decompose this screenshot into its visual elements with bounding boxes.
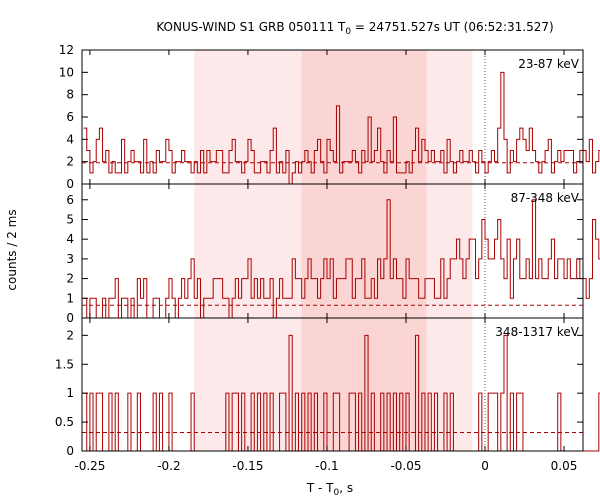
y-tick-label: 4	[66, 132, 74, 146]
y-axis-title: counts / 2 ms	[5, 209, 19, 290]
y-tick-label: 3	[66, 252, 74, 266]
y-tick-label: 0	[66, 444, 74, 458]
band-label: 348-1317 keV	[495, 325, 579, 339]
x-tick-label: -0.05	[390, 459, 421, 473]
y-tick-label: 1	[66, 386, 74, 400]
band-label: 23-87 keV	[518, 57, 580, 71]
x-tick-label: -0.1	[315, 459, 338, 473]
panel-1: 0 2 4 6 8 10 12 23-87 keV	[59, 43, 600, 191]
dark-region	[301, 318, 427, 451]
band-label: 87-348 keV	[511, 191, 580, 205]
counts-series	[83, 71, 600, 185]
y-tick-label: 0	[66, 177, 74, 191]
y-tick-label: 2	[66, 155, 74, 169]
y-tick-label: 8	[66, 88, 74, 102]
y-tick-label: 10	[59, 65, 74, 79]
dark-region	[301, 50, 427, 184]
x-tick-label: 0	[481, 459, 489, 473]
y-tick-label: 2	[66, 272, 74, 286]
y-tick-label: 0.5	[55, 415, 74, 429]
y-tick-label: 4	[66, 232, 74, 246]
y-tick-label: 1.5	[55, 357, 74, 371]
y-tick-label: 1	[66, 291, 74, 305]
x-tick-label: -0.15	[232, 459, 263, 473]
y-tick-label: 6	[66, 110, 74, 124]
counts-series	[83, 199, 600, 319]
x-tick-label: -0.2	[157, 459, 180, 473]
x-tick-label: -0.25	[74, 459, 105, 473]
y-tick-label: 6	[66, 193, 74, 207]
y-tick-label: 12	[59, 43, 74, 57]
panel-frame	[81, 317, 584, 452]
panel-3: 0 0.5 1 1.5 2 348-1317 keV -0.25 -0.2 -0.15 -0.1 -…	[55, 317, 600, 473]
y-tick-label: 2	[66, 328, 74, 342]
panel-2: 0 1 2 3 4 5 6 87-348 keV	[66, 183, 600, 325]
y-tick-label: 5	[66, 212, 74, 226]
x-axis-title: T - T0, s	[306, 481, 353, 498]
chart-title: KONUS-WIND S1 GRB 050111 T0 = 24751.527s…	[156, 20, 553, 37]
y-tick-label: 0	[66, 311, 74, 325]
x-tick-label: 0.05	[551, 459, 578, 473]
